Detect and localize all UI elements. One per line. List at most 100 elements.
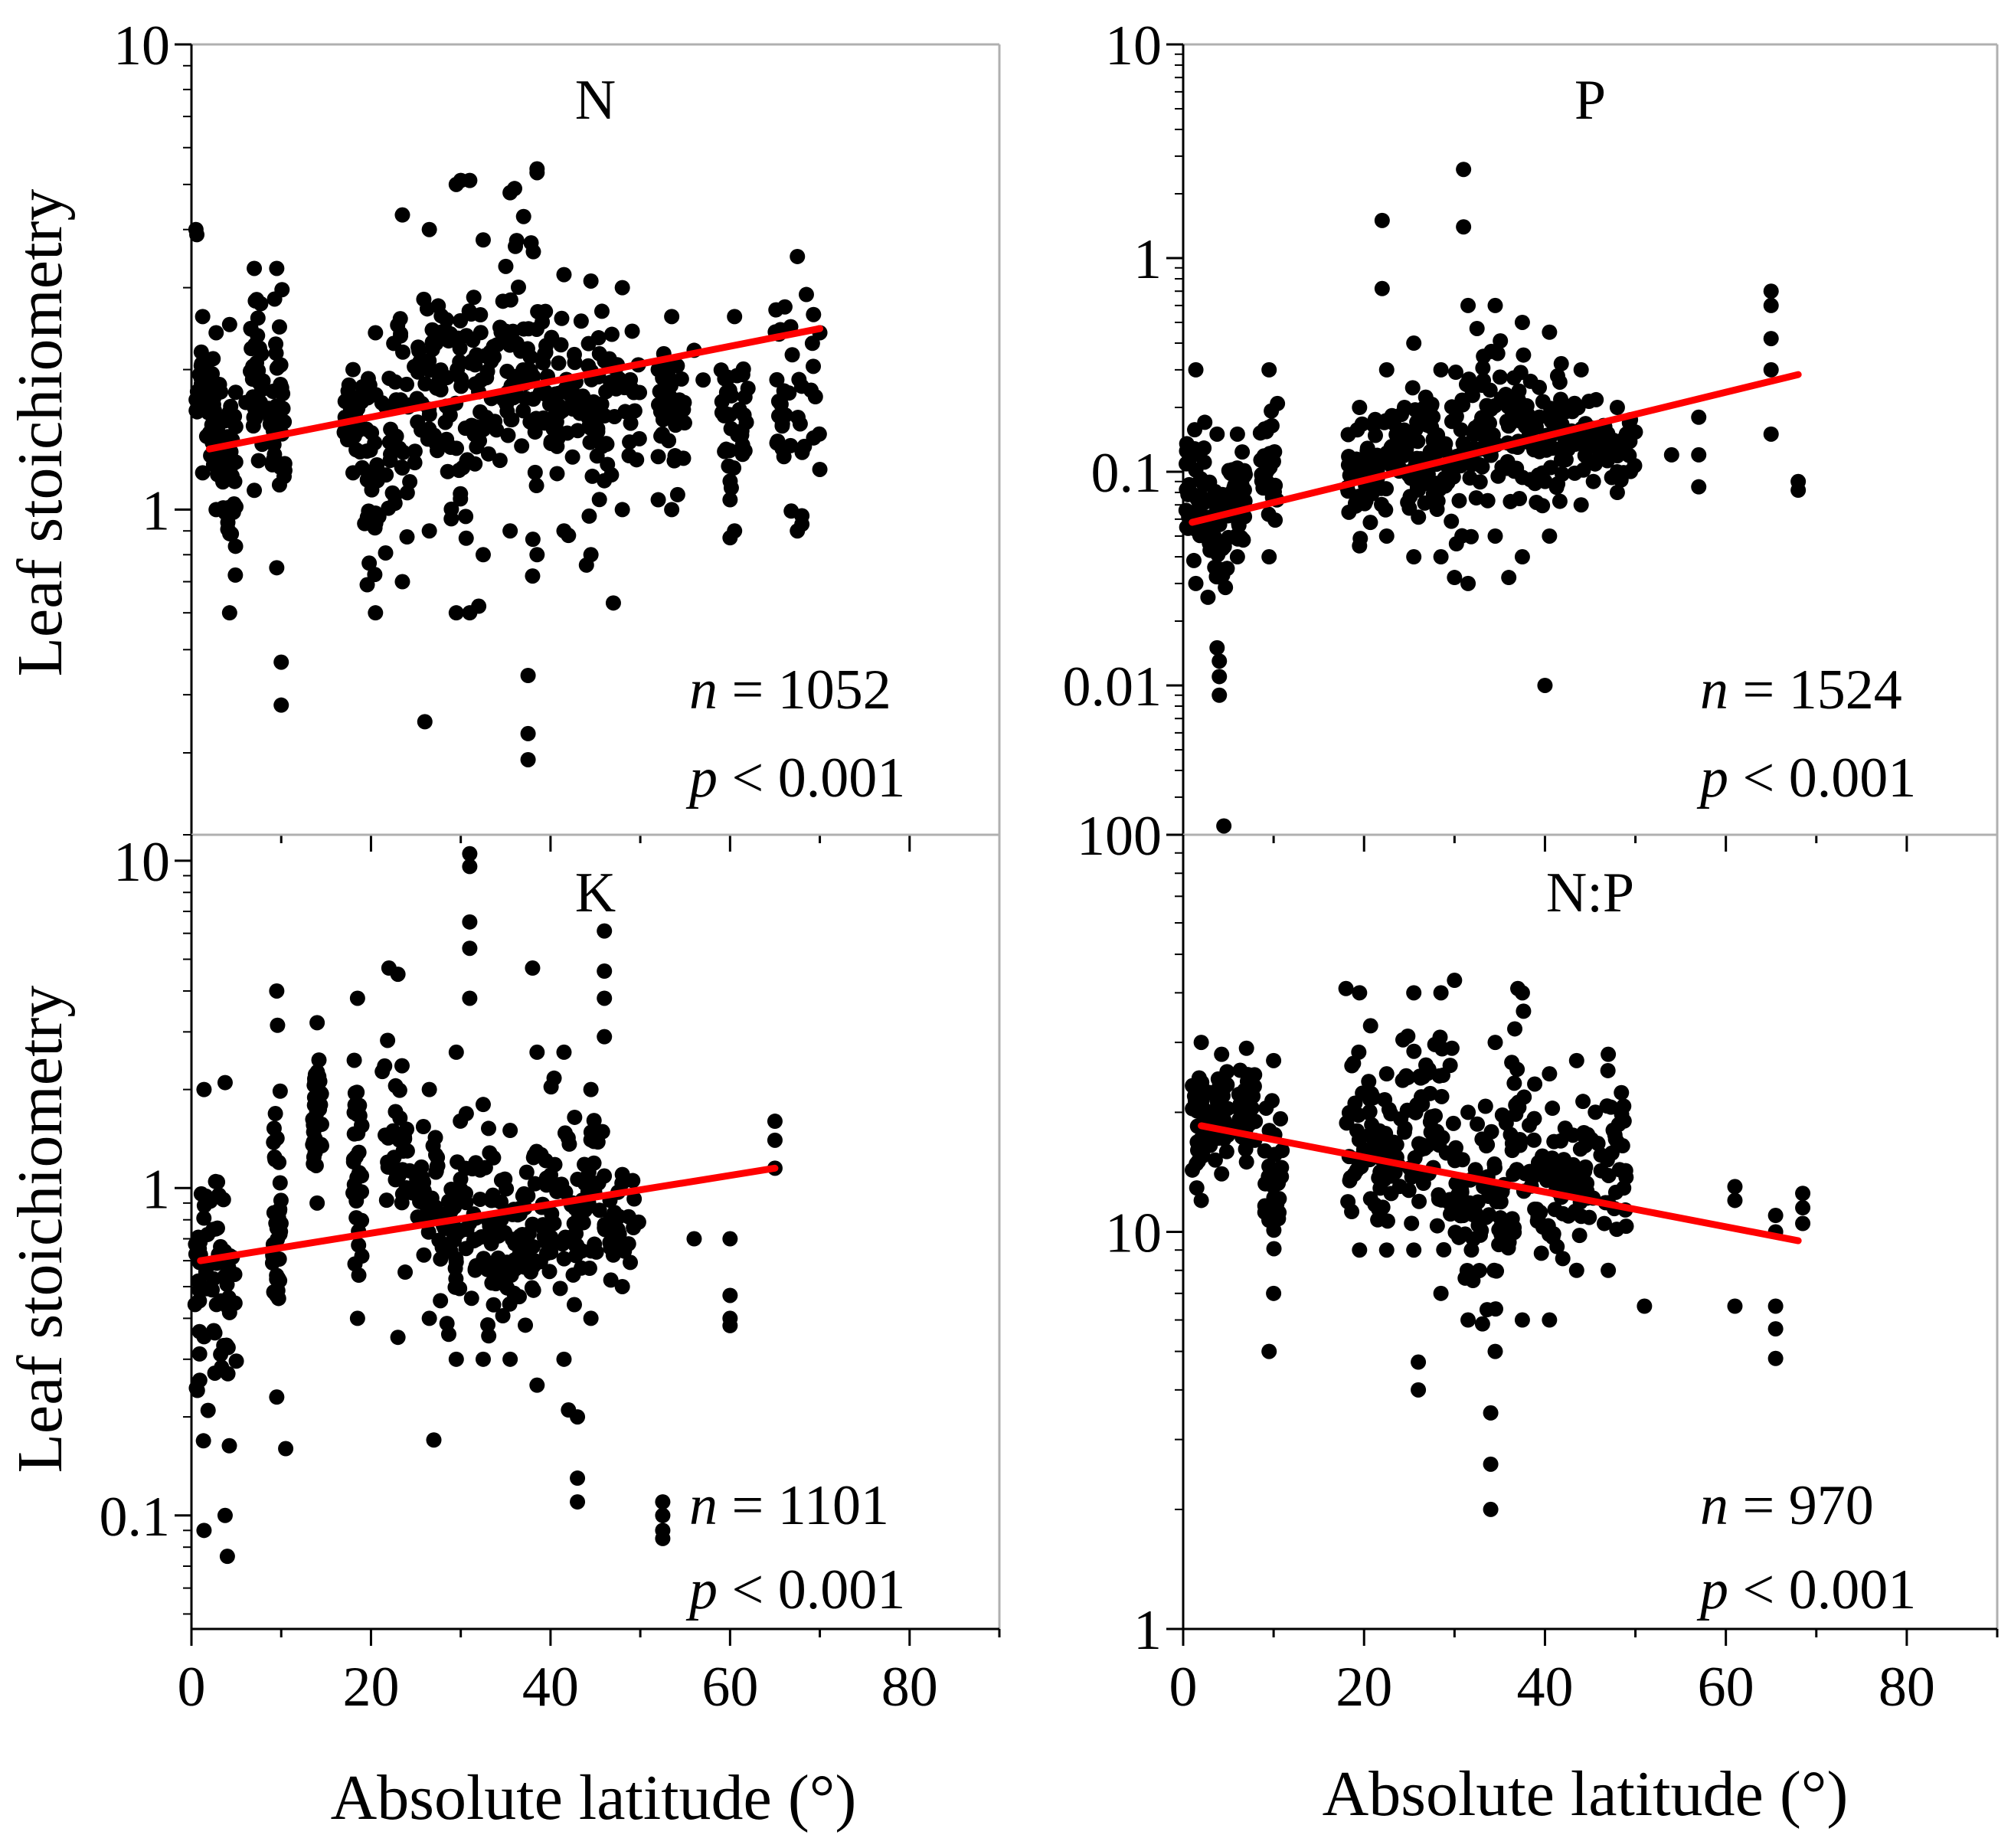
data-point-k bbox=[348, 1193, 365, 1209]
y-tick-label-np: 10 bbox=[1105, 1202, 1162, 1265]
data-point-n bbox=[269, 260, 285, 276]
data-point-n bbox=[529, 547, 545, 563]
data-point-n bbox=[528, 478, 544, 494]
data-point-n bbox=[655, 411, 671, 427]
data-point-k bbox=[351, 1144, 367, 1160]
data-point-k bbox=[191, 1323, 208, 1339]
data-point-n bbox=[583, 273, 599, 289]
data-point-np bbox=[1795, 1200, 1811, 1216]
data-point-p bbox=[1542, 528, 1558, 544]
data-point-p bbox=[1581, 393, 1597, 409]
data-point-p bbox=[1552, 493, 1568, 509]
data-point-n bbox=[466, 289, 482, 306]
data-point-n bbox=[437, 322, 453, 339]
data-point-n bbox=[517, 390, 533, 406]
data-point-n bbox=[590, 330, 607, 346]
data-point-p bbox=[1598, 437, 1614, 453]
data-point-p bbox=[1790, 482, 1807, 499]
data-point-np bbox=[1351, 1132, 1367, 1148]
data-point-n bbox=[368, 605, 384, 621]
data-point-k bbox=[448, 1271, 464, 1287]
data-point-k bbox=[525, 960, 541, 976]
data-point-p bbox=[1260, 476, 1276, 492]
data-point-p bbox=[1493, 333, 1509, 349]
data-point-n bbox=[359, 514, 375, 530]
data-point-np bbox=[1447, 1225, 1463, 1241]
data-point-n bbox=[520, 668, 536, 684]
data-point-k bbox=[521, 1225, 537, 1241]
n-annotation-n: n = 1052 bbox=[689, 659, 891, 721]
data-point-np bbox=[1411, 1193, 1427, 1209]
data-point-n bbox=[395, 444, 411, 460]
data-point-n bbox=[794, 508, 810, 524]
data-point-n bbox=[422, 362, 438, 378]
data-point-n bbox=[247, 482, 263, 499]
data-point-n bbox=[776, 383, 792, 399]
data-point-p bbox=[1398, 441, 1414, 457]
data-point-n bbox=[650, 492, 666, 508]
data-point-n bbox=[421, 523, 437, 539]
data-point-n bbox=[227, 419, 244, 435]
data-point-n bbox=[722, 407, 738, 423]
data-point-p bbox=[1437, 478, 1453, 494]
data-point-n bbox=[769, 371, 785, 388]
data-point-n bbox=[341, 377, 357, 393]
data-point-np bbox=[1508, 1106, 1524, 1122]
data-point-k bbox=[267, 1106, 283, 1122]
data-point-n bbox=[552, 404, 568, 420]
data-point-n bbox=[268, 336, 284, 352]
data-point-k bbox=[208, 1173, 224, 1189]
data-point-p bbox=[1609, 485, 1625, 501]
data-point-n bbox=[525, 532, 541, 548]
data-point-p bbox=[1444, 513, 1460, 529]
data-point-p bbox=[1532, 379, 1548, 395]
n-symbol-k: n bbox=[689, 1474, 718, 1537]
data-point-p bbox=[1475, 360, 1491, 376]
data-point-k bbox=[525, 1282, 541, 1298]
data-point-p bbox=[1463, 528, 1480, 545]
data-point-k bbox=[580, 1164, 597, 1180]
data-point-p bbox=[1468, 490, 1484, 506]
data-point-np bbox=[1404, 1169, 1420, 1185]
data-point-n bbox=[520, 751, 536, 767]
data-point-np bbox=[1378, 1242, 1395, 1258]
data-point-k bbox=[377, 1058, 393, 1074]
data-point-k bbox=[378, 1192, 394, 1209]
data-point-np bbox=[1239, 1074, 1255, 1090]
data-point-np bbox=[1399, 1102, 1415, 1118]
data-point-p bbox=[1448, 408, 1464, 424]
data-point-k bbox=[219, 1549, 235, 1565]
data-point-p bbox=[1455, 397, 1471, 413]
data-point-n bbox=[453, 371, 469, 387]
data-point-n bbox=[564, 449, 580, 465]
data-point-k bbox=[209, 1220, 225, 1236]
data-point-n bbox=[407, 443, 423, 460]
p-annotation-n: p < 0.001 bbox=[685, 747, 905, 810]
data-point-n bbox=[502, 523, 518, 539]
data-point-k bbox=[527, 1176, 543, 1192]
data-point-n bbox=[676, 415, 692, 431]
data-point-n bbox=[269, 560, 285, 576]
data-point-np bbox=[1568, 1262, 1584, 1278]
data-point-np bbox=[1460, 1312, 1476, 1328]
data-point-k bbox=[590, 1175, 607, 1191]
data-point-k bbox=[583, 1310, 599, 1326]
data-point-k bbox=[556, 1044, 572, 1060]
data-point-p bbox=[1180, 454, 1196, 470]
data-point-n bbox=[730, 427, 746, 443]
data-point-np bbox=[1767, 1321, 1784, 1337]
data-point-n bbox=[364, 425, 380, 441]
data-point-np bbox=[1600, 1062, 1616, 1078]
data-point-p bbox=[1453, 422, 1469, 438]
data-point-np bbox=[1535, 1219, 1551, 1235]
data-point-k bbox=[392, 1110, 408, 1126]
x-tick-label-k: 40 bbox=[522, 1656, 579, 1719]
data-point-k bbox=[196, 1081, 212, 1097]
data-point-k bbox=[394, 1195, 410, 1211]
data-point-k bbox=[381, 960, 397, 976]
p-value-np: < 0.001 bbox=[1728, 1559, 1916, 1621]
data-point-np bbox=[1479, 1302, 1495, 1318]
data-point-n bbox=[195, 465, 211, 481]
data-point-n bbox=[593, 303, 610, 319]
